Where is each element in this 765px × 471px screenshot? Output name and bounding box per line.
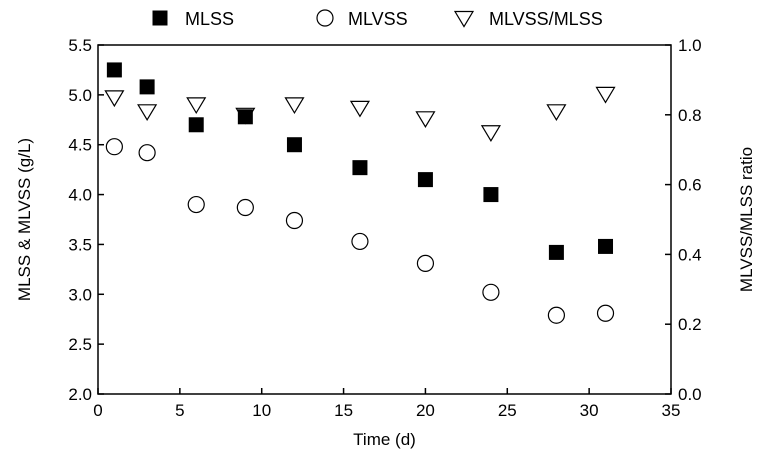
mlvss-mlss-point bbox=[480, 125, 501, 142]
y-tick-label: 5.5 bbox=[68, 36, 92, 55]
mlss-point bbox=[352, 160, 368, 176]
x-tick-label: 10 bbox=[252, 401, 271, 420]
x-tick-label: 0 bbox=[93, 401, 102, 420]
y2-tick-label: 1.0 bbox=[678, 36, 702, 55]
mlss-point bbox=[286, 137, 302, 153]
data-markers bbox=[104, 62, 616, 324]
legend-label-mlss: MLSS bbox=[185, 9, 234, 29]
mlvss-point bbox=[236, 198, 254, 217]
x-axis-title: Time (d) bbox=[353, 430, 416, 449]
y-axis-right: 0.0 0.2 0.4 0.6 0.8 1.0 bbox=[665, 36, 702, 404]
x-tick-label: 5 bbox=[175, 401, 184, 420]
y2-tick-label: 0.6 bbox=[678, 176, 702, 195]
mlvss-mlss-point bbox=[284, 97, 305, 115]
x-axis: 0 5 10 15 20 25 30 35 bbox=[93, 388, 680, 420]
y-tick-label: 4.0 bbox=[68, 186, 92, 205]
y-tick-label: 5.0 bbox=[68, 86, 92, 105]
y-tick-label: 2.0 bbox=[68, 385, 92, 404]
x-tick-label: 35 bbox=[662, 401, 681, 420]
mlvss-mlss-point bbox=[186, 97, 207, 115]
mlss-point bbox=[106, 62, 122, 78]
mlvss-point bbox=[351, 232, 369, 251]
mlss-point bbox=[237, 109, 253, 125]
y2-axis-title: MLVSS/MLSS ratio bbox=[737, 147, 756, 292]
mlss-point bbox=[598, 238, 614, 254]
legend-marker-mlvss bbox=[316, 9, 334, 27]
mlvss-mlss-point bbox=[415, 111, 436, 129]
y2-tick-label: 0.8 bbox=[678, 106, 702, 125]
mlss-point bbox=[188, 117, 204, 133]
y2-tick-label: 0.4 bbox=[678, 245, 702, 264]
x-tick-label: 15 bbox=[334, 401, 353, 420]
mlvss-mlss-point bbox=[595, 86, 616, 104]
legend-label-mlvss: MLVSS bbox=[348, 9, 408, 29]
y2-tick-label: 0.0 bbox=[678, 385, 702, 404]
y-tick-label: 2.5 bbox=[68, 335, 92, 354]
mlvss-mlss-point bbox=[546, 104, 567, 122]
mlvss-point bbox=[105, 138, 123, 156]
mlvss-mlss-point bbox=[349, 100, 371, 118]
legend: MLSS MLVSS MLVSS/MLSS bbox=[152, 9, 603, 29]
y-axis-left: 2.0 2.5 3.0 3.5 4.0 4.5 5.0 5.5 bbox=[68, 36, 104, 404]
mlvss-point bbox=[482, 283, 500, 301]
mlvss-mlss-point bbox=[137, 104, 158, 122]
mlvss-point bbox=[416, 254, 435, 272]
mlss-point bbox=[417, 172, 433, 188]
mlvss-point bbox=[596, 304, 615, 322]
y-tick-label: 4.5 bbox=[68, 136, 92, 155]
legend-marker-mlss bbox=[152, 10, 168, 26]
mlss-point bbox=[139, 79, 155, 95]
x-tick-label: 20 bbox=[416, 401, 435, 420]
legend-marker-mlvss-mlss bbox=[453, 10, 475, 28]
x-tick-label: 25 bbox=[498, 401, 517, 420]
mlvss-point bbox=[138, 144, 156, 162]
mlss-point bbox=[483, 187, 499, 203]
y-tick-label: 3.5 bbox=[68, 235, 92, 254]
mlss-point bbox=[548, 244, 564, 260]
y-axis-title: MLSS & MLVSS (g/L) bbox=[15, 138, 34, 301]
mlvss-point bbox=[187, 195, 205, 214]
mlvss-point bbox=[285, 211, 304, 230]
y-tick-label: 3.0 bbox=[68, 285, 92, 304]
legend-label-mlvss-mlss: MLVSS/MLSS bbox=[489, 9, 603, 29]
mlvss-point bbox=[547, 306, 566, 324]
mlvss-mlss-point bbox=[104, 90, 125, 108]
plot-frame bbox=[97, 44, 672, 395]
mlvss-mlss-point bbox=[235, 107, 256, 125]
x-tick-label: 30 bbox=[580, 401, 599, 420]
y2-tick-label: 0.2 bbox=[678, 315, 702, 334]
